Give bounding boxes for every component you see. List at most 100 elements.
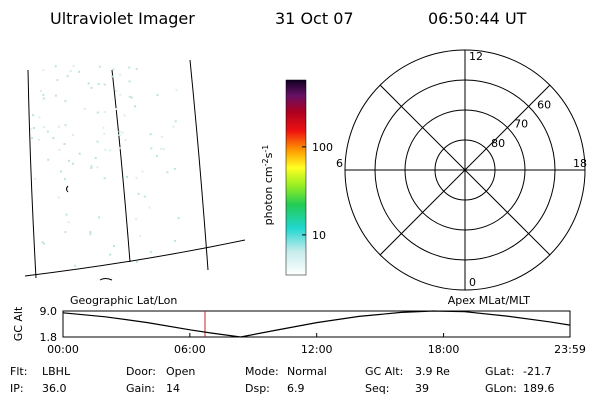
image-pixel: [112, 68, 115, 71]
image-pixel: [160, 147, 163, 150]
status-label: Gain:: [126, 382, 155, 395]
image-pixel: [135, 67, 138, 70]
coastline: [99, 278, 113, 281]
image-pixel: [31, 137, 34, 139]
image-pixel: [124, 139, 127, 142]
status-value: LBHL: [42, 365, 71, 378]
colorbar-tick-label: 10: [312, 229, 326, 242]
image-pixel: [64, 231, 67, 234]
image-pixel: [119, 93, 122, 96]
date: 31 Oct 07: [275, 9, 354, 28]
latitude-ring: [434, 139, 496, 201]
image-pixel: [160, 135, 163, 138]
image-pixel: [103, 177, 106, 180]
image-pixel: [37, 138, 40, 141]
image-pixel: [89, 231, 92, 233]
image-pixel: [177, 217, 180, 220]
image-pixel: [96, 166, 99, 169]
y-axis-label: GC Alt: [12, 306, 25, 341]
image-pixel: [96, 111, 99, 114]
latitude-ring: [404, 109, 526, 231]
status-value: Open: [166, 365, 195, 378]
image-pixel: [97, 141, 100, 143]
geographic-map: [24, 59, 246, 281]
status-panel: Flt: LBHL Door: Open Mode: Normal GC Alt: 3.9 R…: [10, 365, 555, 395]
image-pixel: [128, 66, 131, 69]
image-pixel: [54, 94, 57, 97]
title: Ultraviolet Imager: [50, 9, 195, 28]
status-label: Dsp:: [245, 382, 270, 395]
image-pixel: [166, 171, 169, 174]
time: 06:50:44 UT: [428, 9, 527, 28]
image-pixels: [30, 65, 180, 267]
status-label: GLat:: [485, 365, 514, 378]
image-pixel: [126, 175, 128, 178]
x-tick-label: 23:59: [554, 343, 586, 356]
image-pixel: [58, 148, 61, 151]
image-pixel: [130, 96, 133, 99]
image-pixel: [30, 128, 33, 131]
image-pixel: [32, 114, 34, 117]
image-pixel: [65, 213, 68, 216]
image-pixel: [102, 126, 105, 129]
image-pixel: [173, 167, 176, 170]
status-label: IP:: [10, 382, 24, 395]
status-label: Flt:: [10, 365, 27, 378]
image-pixel: [135, 260, 138, 263]
status-value: 36.0: [42, 382, 67, 395]
image-pixel: [134, 105, 136, 108]
image-pixel: [34, 177, 37, 180]
latitude-ring: [374, 79, 556, 261]
x-tick-label: 18:00: [428, 343, 460, 356]
image-pixel: [71, 162, 74, 165]
unit: photon cm: [262, 166, 275, 225]
x-tick-label: 12:00: [301, 343, 333, 356]
image-pixel: [156, 94, 159, 97]
image-pixel: [111, 75, 114, 78]
image-pixel: [149, 133, 152, 136]
spoke: [379, 84, 551, 256]
status-value: 3.9 Re: [415, 365, 450, 378]
mlt-label: 18: [573, 157, 587, 170]
image-pixel: [40, 90, 42, 92]
image-pixel: [41, 241, 44, 244]
status-value: 6.9: [287, 382, 305, 395]
altitude-line: [62, 310, 571, 338]
image-pixel: [155, 155, 158, 158]
image-pixel: [118, 147, 121, 150]
image-pixel: [143, 195, 146, 198]
image-pixel: [175, 89, 178, 92]
image-pixel: [97, 83, 100, 85]
latitude-label: 80: [491, 137, 505, 150]
image-pixel: [172, 125, 175, 128]
image-pixel: [98, 216, 100, 219]
image-pixel: [149, 251, 152, 254]
image-pixel: [54, 65, 57, 68]
longitude-line: [27, 69, 37, 279]
colorbar: [285, 79, 307, 276]
mlt-label: 12: [469, 50, 483, 63]
image-pixel: [115, 108, 118, 111]
image-pixel: [57, 196, 60, 199]
image-pixel: [113, 245, 115, 247]
image-pixel: [72, 65, 75, 67]
y-tick-label: 9.0: [40, 305, 58, 318]
image-pixel: [90, 165, 93, 168]
image-pixel: [42, 93, 45, 96]
image-pixel: [71, 134, 74, 136]
image-pixel: [78, 70, 80, 73]
image-pixel: [90, 167, 93, 169]
image-pixel: [103, 111, 106, 113]
image-pixel: [128, 95, 131, 98]
image-pixel: [60, 170, 62, 173]
image-pixel: [103, 83, 106, 86]
image-pixel: [69, 69, 72, 72]
latitude-line: [24, 239, 246, 277]
colorbar-tick-label: 100: [312, 141, 333, 154]
image-pixel: [118, 130, 121, 133]
image-pixel: [89, 233, 92, 236]
x-tick-label: 06:00: [174, 343, 206, 356]
status-label: Seq:: [365, 382, 389, 395]
x-tick-label: 00:00: [47, 343, 79, 356]
image-pixel: [94, 157, 97, 160]
